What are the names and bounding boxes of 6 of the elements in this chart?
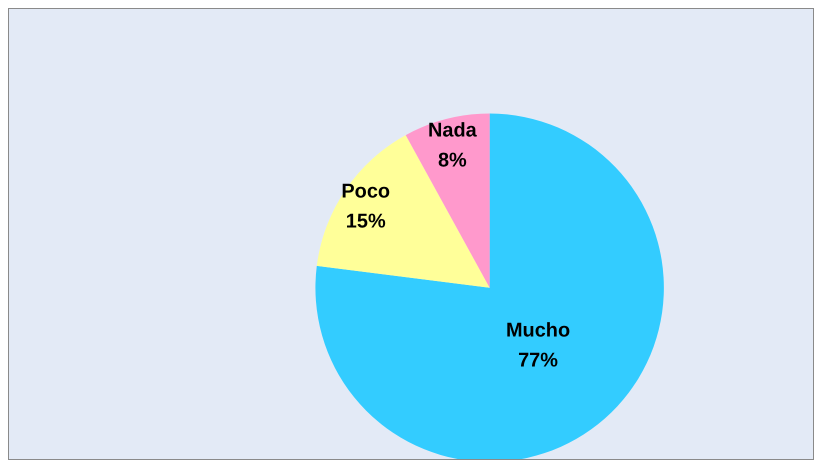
slice-label: Nada <box>428 120 478 142</box>
slice-label: Poco <box>341 180 390 203</box>
data-label: 8% <box>438 150 468 172</box>
slice-label: Mucho <box>506 320 570 342</box>
data-label: 77% <box>518 350 558 372</box>
data-label: 15% <box>346 210 386 232</box>
